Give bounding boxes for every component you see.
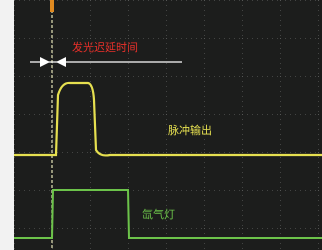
oscilloscope-screenshot: 发光迟延时间 脉冲输出 氙气灯 — [0, 0, 322, 250]
delay-label: 发光迟延时间 — [72, 40, 138, 54]
lamp-label: 氙气灯 — [142, 207, 175, 221]
pulse-label: 脉冲输出 — [168, 123, 212, 137]
trigger-marker — [50, 0, 54, 12]
